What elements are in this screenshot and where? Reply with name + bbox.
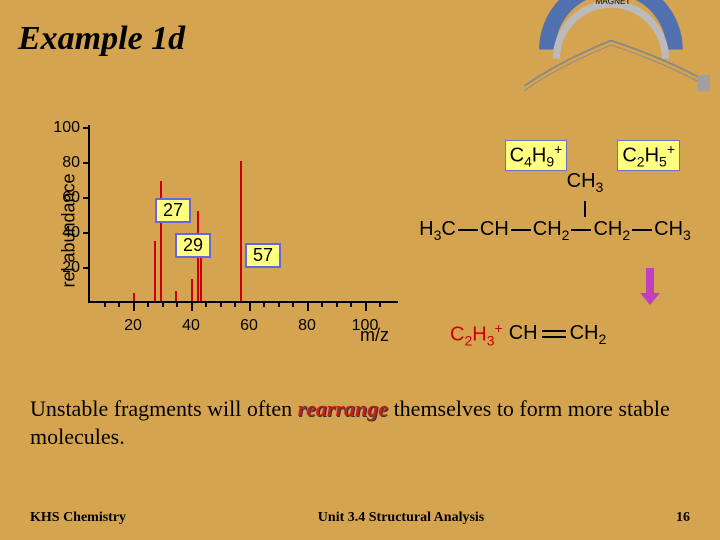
ytick-label: 100 — [46, 119, 80, 137]
magnet-diagram: MAGNET — [520, 0, 720, 95]
footer-center: Unit 3.4 Structural Analysis — [318, 510, 484, 526]
xtick-label: 40 — [176, 317, 206, 335]
fragment-c2h3: C2H3+ — [450, 320, 503, 349]
peak-label: 57 — [245, 243, 281, 268]
spectrum-peak — [200, 256, 202, 301]
mz-axis-label: m/z — [360, 325, 389, 346]
molecular-structure: CH3 H3CCHCH2CH2CH3 — [400, 170, 710, 243]
ytick-label: 40 — [46, 224, 80, 242]
magnet-label: MAGNET — [595, 0, 630, 6]
highlight-rearrange: rearrange — [298, 396, 388, 421]
fragment-ions-top: C4H9+ C2H5+ — [505, 140, 680, 171]
slide-title: Example 1d — [18, 20, 185, 58]
reaction-arrow — [640, 268, 660, 303]
spectrum-peak — [175, 291, 177, 301]
spectrum-peak — [240, 161, 242, 301]
footer: KHS Chemistry Unit 3.4 Structural Analys… — [30, 510, 690, 526]
spectrum-peak — [133, 293, 135, 301]
xtick-label: 20 — [118, 317, 148, 335]
ytick-label: 80 — [46, 154, 80, 172]
peak-label: 29 — [175, 233, 211, 258]
mass-spectrum-chart: rel abundance 20406080100 20406080100 27… — [30, 125, 400, 355]
y-axis — [88, 125, 90, 303]
xtick-label: 60 — [234, 317, 264, 335]
fragment-c4h9: C4H9+ — [505, 140, 568, 171]
footer-left: KHS Chemistry — [30, 510, 126, 526]
fragment-c2h5: C2H5+ — [617, 140, 680, 171]
body-text: Unstable fragments will often rearrange … — [30, 395, 690, 450]
spectrum-peak — [191, 279, 193, 301]
fragment-products: C2H3+ CHCH2 — [450, 320, 606, 349]
ytick-label: 20 — [46, 259, 80, 277]
xtick-label: 80 — [292, 317, 322, 335]
ytick-label: 60 — [46, 189, 80, 207]
ethene-fragment: CHCH2 — [509, 322, 607, 347]
footer-right: 16 — [676, 510, 690, 526]
spectrum-peak — [154, 241, 156, 301]
peak-label: 27 — [155, 198, 191, 223]
